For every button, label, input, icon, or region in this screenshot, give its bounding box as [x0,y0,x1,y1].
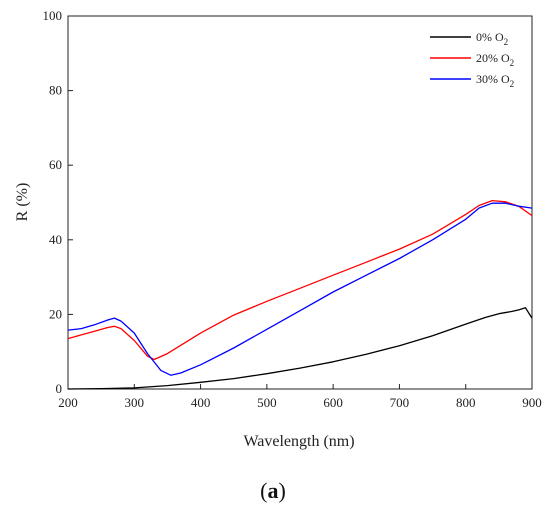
x-axis-label: Wavelength (nm) [243,433,354,450]
legend-label-2: 30% O2 [476,72,514,89]
x-tick-label: 300 [125,395,145,410]
caption-letter: a [268,478,279,503]
series-line-1 [67,199,533,361]
legend-label-text: 0% O [476,30,504,44]
x-tick-label: 800 [456,395,476,410]
x-tick-label: 500 [257,395,277,410]
series-line-0 [67,307,533,390]
plot-frame [67,15,533,390]
legend-label-1: 20% O2 [476,51,514,68]
y-axis-label: R (%) [14,183,31,222]
caption-open: ( [260,478,267,503]
figure-caption: (a) [260,478,286,503]
legend-label-subscript: 2 [510,58,515,68]
legend-label-subscript: 2 [504,37,509,47]
caption-close: ) [279,478,286,503]
x-tick-label: 600 [323,395,343,410]
x-tick-label: 700 [390,395,410,410]
x-tick-label: 200 [58,395,78,410]
y-tick-label: 60 [49,157,62,172]
legend-label-text: 20% O [476,51,510,65]
y-tick-label: 80 [49,83,62,98]
y-tick-label: 20 [49,306,62,321]
series-line-2 [67,202,533,376]
x-tick-label: 900 [522,395,542,410]
x-tick-label: 400 [191,395,211,410]
y-axis-ticks: 0 20 40 60 80 100 [43,8,73,396]
x-axis-ticks: 200 300 400 500 600 700 800 900 [58,384,542,410]
y-tick-label: 0 [56,381,63,396]
series-lines [67,199,533,390]
legend-label-text: 30% O [476,72,510,86]
y-tick-label: 40 [49,232,62,247]
legend-label-0: 0% O2 [476,30,508,47]
y-tick-label: 100 [43,8,63,23]
legend-label-subscript: 2 [510,79,515,89]
